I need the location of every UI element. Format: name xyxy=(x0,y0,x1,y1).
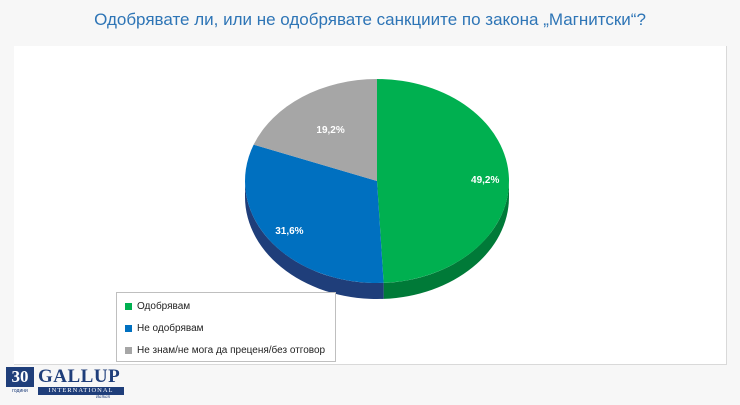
legend-swatch-approve xyxy=(125,303,132,310)
legend-label-disapprove: Не одобрявам xyxy=(137,323,204,334)
legend-label-dont-know: Не знам/не мога да преценя/без отговор xyxy=(137,345,326,356)
legend: Одобрявам Не одобрявам Не знам/не мога д… xyxy=(116,292,336,362)
logo-name: GALLUP xyxy=(38,366,121,387)
gallup-logo: 30 години GALLUP INTERNATIONAL Balkan xyxy=(6,366,126,401)
data-label-approve: 49,2% xyxy=(471,175,499,186)
data-label-disapprove: 31,6% xyxy=(275,226,303,237)
legend-item-approve: Одобрявам xyxy=(125,301,190,312)
logo-number: 30 xyxy=(6,367,34,387)
legend-item-disapprove: Не одобрявам xyxy=(125,323,204,334)
legend-swatch-disapprove xyxy=(125,325,132,332)
chart-title: Одобрявате ли, или не одобрявате санкции… xyxy=(94,10,646,29)
data-label-dont-know: 19,2% xyxy=(316,125,344,136)
pie-slice-disapprove xyxy=(244,144,384,283)
logo-sub: Balkan xyxy=(96,395,111,400)
logo-band: INTERNATIONAL xyxy=(38,387,124,395)
legend-swatch-dont-know xyxy=(125,347,132,354)
pie-side-disapprove xyxy=(245,181,384,299)
pie-slice-approve xyxy=(377,79,509,283)
pie-slice-dont-know xyxy=(253,79,377,181)
legend-item-dont-know: Не знам/не мога да преценя/без отговор xyxy=(125,345,325,356)
logo-years: години xyxy=(12,388,28,394)
pie-side-approve xyxy=(383,181,509,299)
legend-label-approve: Одобрявам xyxy=(137,301,191,312)
